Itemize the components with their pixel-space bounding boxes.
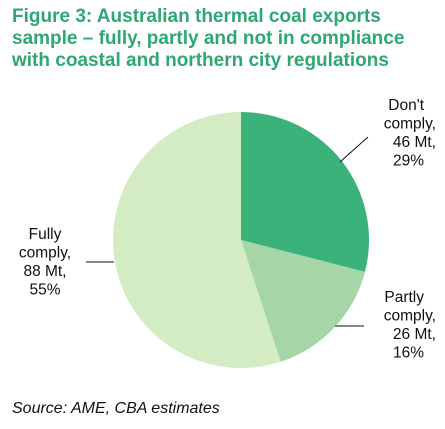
slice-label-partly-comply: Partly comply, 26 Mt, 16%: [384, 289, 436, 362]
slice-label-line: Fully: [29, 226, 62, 243]
chart-title-line-3: with coastal and northern city regulatio…: [12, 50, 389, 71]
slice-label-dont-comply: Don't comply, 46 Mt, 29%: [384, 97, 436, 170]
slice-label-line: Partly: [384, 289, 424, 306]
pie-slice-fully-comply: [113, 112, 281, 368]
slice-label-line: 55%: [29, 282, 60, 299]
slice-label-line: 29%: [393, 153, 424, 170]
slice-label-line: comply,: [384, 116, 436, 133]
slice-label-line: comply,: [19, 245, 71, 262]
source-note: Source: AME, CBA estimates: [12, 400, 220, 417]
slice-label-line: 46 Mt,: [393, 134, 436, 151]
pie-slice-dont-comply: [241, 112, 370, 272]
slice-label-line: 26 Mt,: [393, 326, 436, 343]
pie-slice-partly-comply: [241, 240, 365, 362]
slice-label-line: 88 Mt,: [23, 263, 66, 280]
slice-label-line: 16%: [393, 345, 424, 362]
slice-label-line: Don't: [388, 97, 424, 114]
chart-title-line-2: sample – fully, partly and not in compli…: [12, 28, 405, 49]
slice-label-line: comply,: [384, 308, 436, 325]
leader-line-dont-comply: [339, 136, 369, 163]
chart-title: Figure 3: Australian thermal coal export…: [12, 6, 440, 72]
chart-title-line-1: Figure 3: Australian thermal coal export…: [12, 6, 381, 27]
slice-label-fully-comply: Fully comply, 88 Mt, 55%: [19, 226, 71, 299]
